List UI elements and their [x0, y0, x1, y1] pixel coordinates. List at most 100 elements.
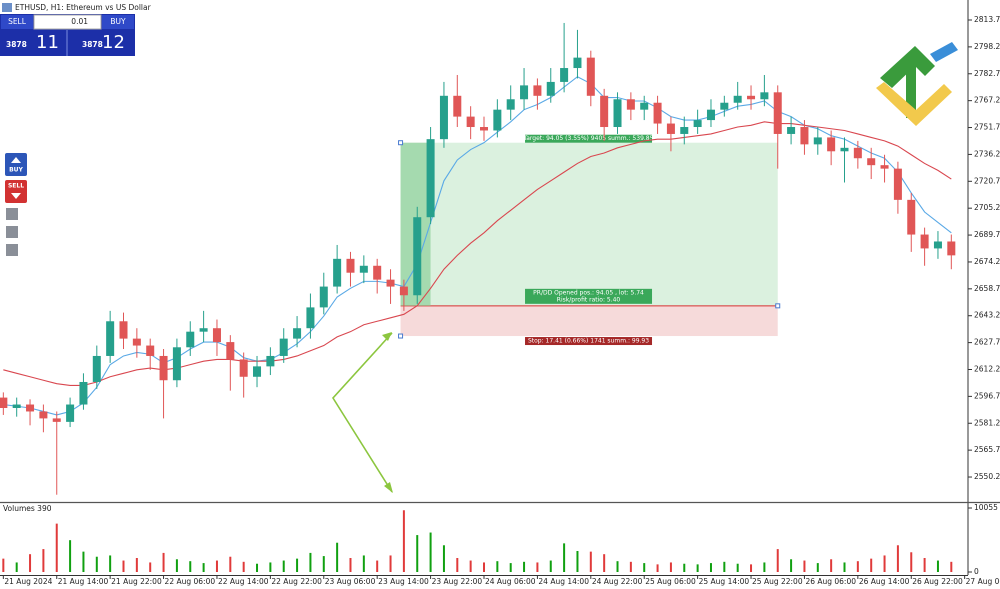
candle-body: [453, 95, 462, 117]
candle-body: [626, 99, 635, 110]
x-tick-label: 24 Aug 22:00: [592, 577, 643, 586]
sell-label[interactable]: SELL: [8, 17, 27, 26]
y-tick-label: 2627.70: [974, 338, 1000, 347]
candle-body: [266, 355, 275, 367]
x-tick-label: 21 Aug 22:00: [111, 577, 162, 586]
logo-blue: [930, 42, 958, 62]
side-sell-label[interactable]: SELL: [8, 183, 24, 190]
candle-body: [253, 366, 262, 377]
candle-body: [520, 85, 529, 100]
candle-body: [119, 321, 128, 339]
candle-body: [653, 102, 662, 124]
buy-button[interactable]: [102, 15, 134, 29]
y-tick-label: 2782.70: [974, 69, 1000, 78]
arrow-lines: [331, 332, 393, 493]
handle: [398, 333, 404, 339]
y-tick-label: 2550.20: [974, 472, 1000, 481]
x-tick-label: 25 Aug 22:00: [752, 577, 803, 586]
candle-body: [26, 404, 35, 412]
logo: [876, 42, 958, 126]
candle-body: [199, 328, 208, 332]
y-tick-label: 2751.70: [974, 123, 1000, 132]
candle-body: [787, 127, 796, 134]
y-tick-label: 2798.20: [974, 42, 1000, 51]
lot-value[interactable]: 0.01: [71, 17, 88, 26]
candle-body: [426, 139, 435, 218]
handle: [775, 303, 781, 309]
x-tick-label: 26 Aug 06:00: [805, 577, 856, 586]
candle-body: [800, 127, 809, 145]
candle-body: [506, 99, 515, 110]
candle-body: [573, 57, 582, 69]
tool-button[interactable]: [6, 208, 18, 220]
symbol-icon: [2, 3, 12, 12]
x-tick-label: 22 Aug 22:00: [271, 577, 322, 586]
y-tick-label: 2767.20: [974, 96, 1000, 105]
candle-body: [106, 321, 115, 356]
candle-body: [640, 102, 649, 110]
logo-green: [880, 46, 935, 88]
x-tick-label: 27 Aug 06:00: [966, 577, 1000, 586]
y-tick-label: 2643.20: [974, 311, 1000, 320]
candle-body: [773, 92, 782, 134]
target-label-box: [525, 134, 653, 143]
candle-body: [666, 123, 675, 134]
candle-body: [720, 102, 729, 110]
stop-label-box: [525, 337, 653, 346]
sell-button[interactable]: [1, 15, 33, 29]
arrow-head: [382, 332, 392, 341]
candle-body: [533, 85, 542, 96]
x-tick-label: 24 Aug 06:00: [485, 577, 536, 586]
side-sell-button[interactable]: [5, 180, 27, 203]
candle-body: [413, 217, 422, 296]
candle-body: [319, 286, 328, 308]
up-icon: [11, 157, 21, 163]
tool-button[interactable]: [6, 226, 18, 238]
x-tick-label: 21 Aug 14:00: [58, 577, 109, 586]
side-buy-button[interactable]: [5, 153, 27, 176]
candle-body: [706, 109, 715, 121]
candle-body: [186, 331, 195, 348]
candle-body: [479, 127, 489, 131]
candle-body: [39, 411, 48, 419]
side-buy-label[interactable]: BUY: [9, 167, 23, 174]
sell-price-small: 3878: [6, 40, 27, 49]
y-tick-label: 2813.70: [974, 15, 1000, 24]
y-tick-label: 2736.20: [974, 149, 1000, 158]
candle-body: [333, 258, 342, 287]
y-tick-label: 2565.70: [974, 445, 1000, 454]
candle-body: [386, 279, 395, 287]
y-tick-label: 2596.70: [974, 391, 1000, 400]
candle-body: [933, 241, 942, 249]
arrow-head: [384, 482, 393, 493]
candle-body: [293, 328, 302, 339]
candle-body: [346, 258, 355, 273]
x-tick-label: 23 Aug 14:00: [378, 577, 429, 586]
y-tick-label: 2674.20: [974, 257, 1000, 266]
x-tick-label: 23 Aug 06:00: [325, 577, 376, 586]
candle-body: [493, 109, 502, 131]
lot-box[interactable]: [33, 14, 102, 30]
down-icon: [11, 193, 21, 199]
y-tick-label: 2612.20: [974, 364, 1000, 373]
stop-zone: [400, 305, 778, 337]
candle-body: [613, 99, 622, 128]
tool-button[interactable]: [6, 244, 18, 256]
candle-body: [920, 234, 929, 249]
candle-body: [306, 307, 315, 329]
entry-label: PR/DD Opened pos.: 94.05 , lot: 5.74: [533, 289, 644, 296]
candle-body: [279, 338, 288, 356]
volume-title: Volumes 390: [3, 504, 52, 513]
buy-price-small: 3878: [82, 40, 103, 49]
candle-body: [466, 116, 475, 128]
ratio-label: Risk/profit ratio: 5.40: [557, 296, 621, 303]
candle-body: [693, 120, 702, 128]
buy-label[interactable]: BUY: [110, 17, 126, 26]
y-tick-label: 2689.70: [974, 230, 1000, 239]
candle-body: [12, 404, 21, 408]
symbol-title: ETHUSD, H1: Ethereum vs US Dollar: [15, 3, 152, 12]
candle-body: [399, 286, 408, 296]
candle-body: [586, 57, 595, 96]
candle-body: [880, 165, 889, 169]
x-tick-label: 26 Aug 14:00: [859, 577, 910, 586]
